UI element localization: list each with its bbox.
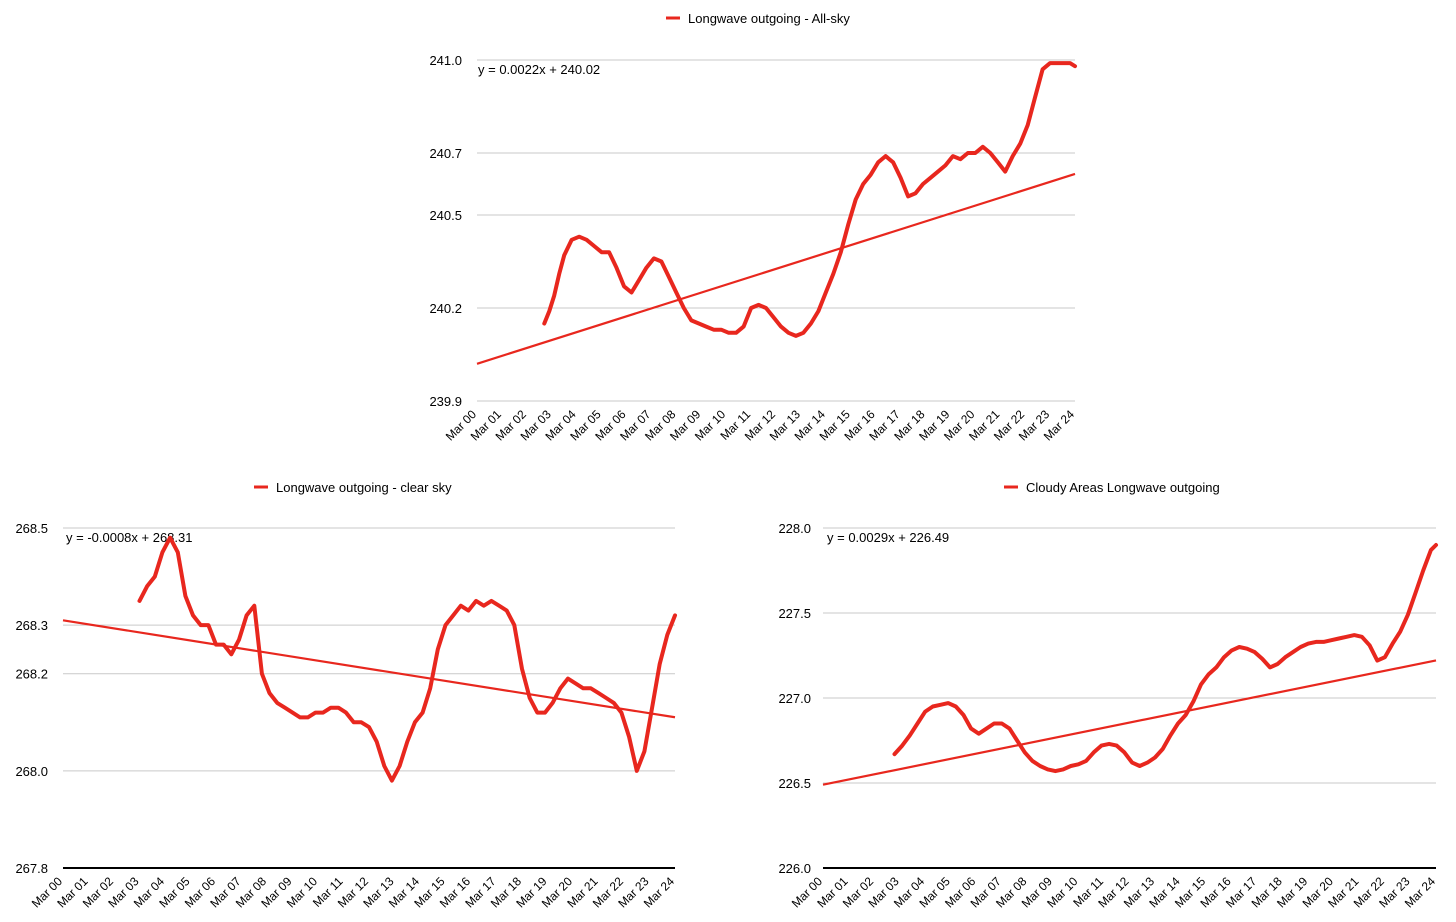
series-line xyxy=(137,535,677,783)
y-tick-label: 268.5 xyxy=(15,521,48,536)
y-tick-label: 240.2 xyxy=(429,301,462,316)
trendline xyxy=(822,659,1437,786)
y-tick-label: 267.8 xyxy=(15,861,48,876)
y-tick-label: 268.0 xyxy=(15,764,48,779)
y-tick-label: 226.5 xyxy=(778,776,811,791)
series-line xyxy=(892,543,1438,774)
y-tick-label: 240.5 xyxy=(429,208,462,223)
legend-label: Longwave outgoing - clear sky xyxy=(276,480,452,495)
trendline xyxy=(62,619,676,719)
y-tick-label: 227.0 xyxy=(778,691,811,706)
y-tick-label: 239.9 xyxy=(429,394,462,409)
y-tick-label: 268.2 xyxy=(15,667,48,682)
y-tick-label: 268.3 xyxy=(15,618,48,633)
y-tick-label: 226.0 xyxy=(778,861,811,876)
trendline xyxy=(476,172,1076,365)
y-tick-label: 227.5 xyxy=(778,606,811,621)
trendline-equation: y = 0.0029x + 226.49 xyxy=(827,530,949,545)
series-line xyxy=(542,61,1077,338)
legend-label: Cloudy Areas Longwave outgoing xyxy=(1026,480,1220,495)
y-tick-label: 228.0 xyxy=(778,521,811,536)
trendline-equation: y = -0.0008x + 268.31 xyxy=(66,530,192,545)
legend-label: Longwave outgoing - All-sky xyxy=(688,11,850,26)
y-tick-label: 241.0 xyxy=(429,53,462,68)
y-tick-label: 240.7 xyxy=(429,146,462,161)
trendline-equation: y = 0.0022x + 240.02 xyxy=(478,62,600,77)
